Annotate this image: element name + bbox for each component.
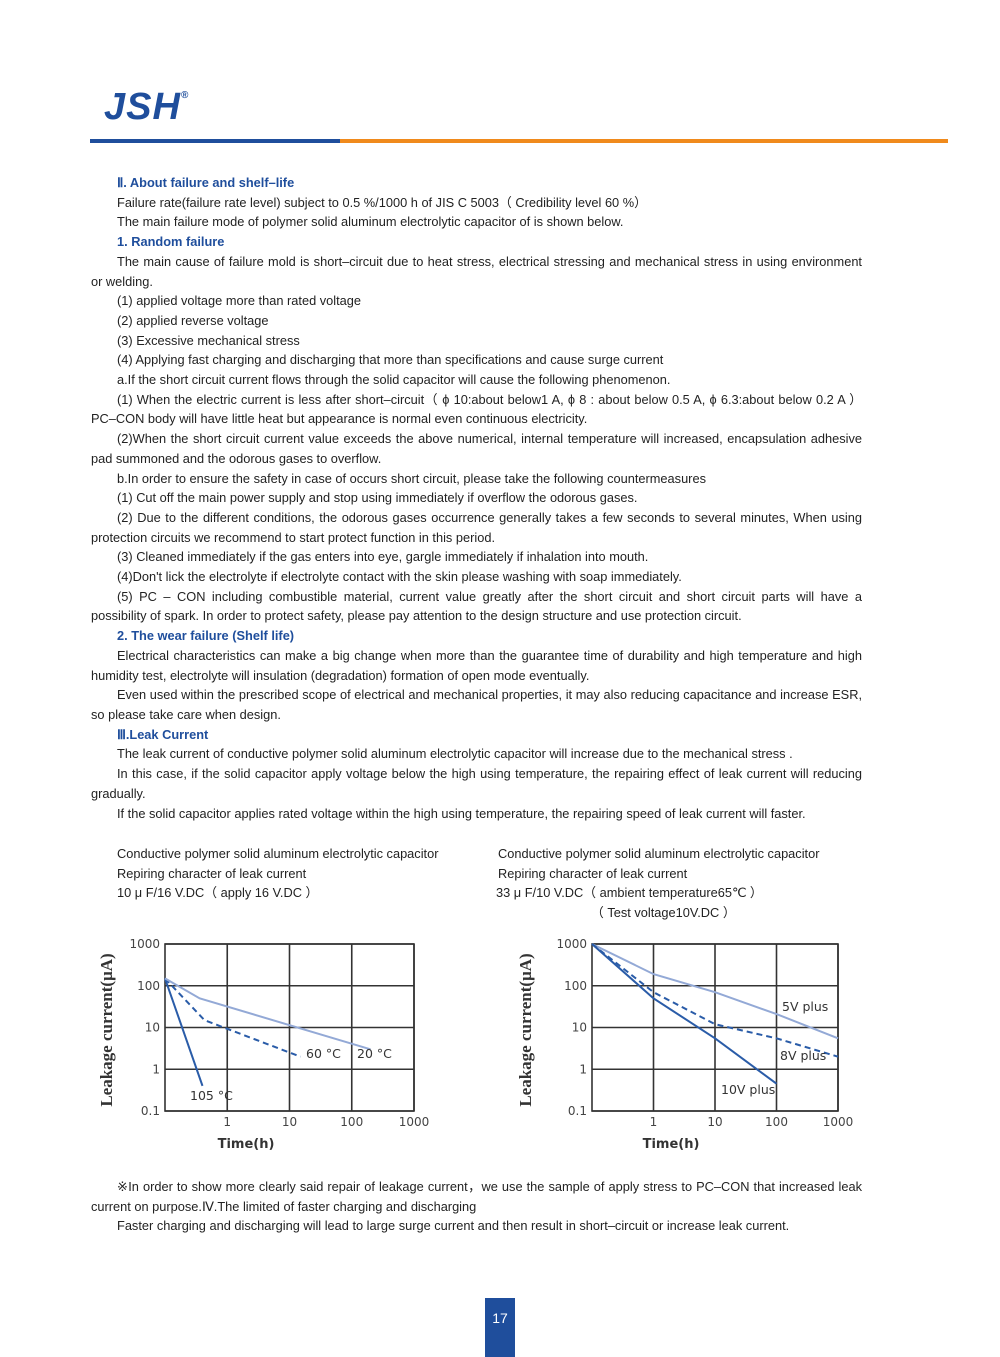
y-tick-label: 1000 xyxy=(556,937,587,951)
chart-caption: Conductive polymer solid aluminum electr… xyxy=(117,846,439,861)
paragraph: (1) Cut off the main power supply and st… xyxy=(117,490,638,506)
paragraph: (3) Cleaned immediately if the gas enter… xyxy=(117,549,649,565)
paragraph: b.In order to ensure the safety in case … xyxy=(117,470,706,486)
y-tick-label: 1 xyxy=(152,1062,160,1076)
paragraph: (1) applied voltage more than rated volt… xyxy=(117,293,362,309)
section-heading: 1. Random failure xyxy=(117,234,225,250)
x-tick-label: 1000 xyxy=(823,1115,854,1129)
y-tick-label: 10 xyxy=(572,1021,587,1035)
series-line xyxy=(591,943,839,1040)
y-axis-label: Leakage current(μA) xyxy=(516,953,535,1106)
series-label: 8V plus xyxy=(780,1048,826,1063)
x-tick-label: 10 xyxy=(707,1115,722,1129)
y-tick-label: 100 xyxy=(137,979,160,993)
paragraph: (2) Due to the different conditions, the… xyxy=(91,509,862,545)
chart-caption: （ Test voltage10V.DC ） xyxy=(591,905,736,920)
chart-caption: Repiring character of leak current xyxy=(498,866,688,881)
chart-caption: Conductive polymer solid aluminum electr… xyxy=(498,846,820,861)
registered-mark: ® xyxy=(180,90,190,101)
series-label: 20 °C xyxy=(357,1046,392,1061)
x-tick-label: 1000 xyxy=(399,1115,430,1129)
paragraph: The leak current of conductive polymer s… xyxy=(117,746,793,762)
series-label: 10V plus xyxy=(721,1082,775,1097)
series-line xyxy=(164,978,204,1087)
x-tick-label: 1 xyxy=(650,1115,658,1129)
paragraph: (2) applied reverse voltage xyxy=(117,312,269,328)
paragraph: (4)Don't lick the electrolyte if electro… xyxy=(117,569,682,585)
paragraph: (5) PC – CON including combustible mater… xyxy=(91,588,862,624)
x-axis-label: Time(h) xyxy=(218,1137,275,1152)
body-text: Ⅱ. About failure and shelf–life Failure r… xyxy=(91,173,862,823)
y-tick-label: 100 xyxy=(564,979,587,993)
series-label: 60 °C xyxy=(306,1046,341,1061)
paragraph: Failure rate(failure rate level) subject… xyxy=(117,194,647,210)
chart-caption: 10 μ F/16 V.DC（ apply 16 V.DC ） xyxy=(117,885,319,900)
logo-text: JSH xyxy=(104,86,181,128)
section-heading: Ⅲ.Leak Current xyxy=(117,726,209,742)
x-tick-label: 100 xyxy=(340,1115,363,1129)
section-heading: 2. The wear failure (Shelf life) xyxy=(117,628,295,644)
paragraph: In this case, if the solid capacitor app… xyxy=(91,766,862,801)
paragraph: a.If the short circuit current flows thr… xyxy=(117,372,671,388)
paragraph: The main cause of failure mold is short–… xyxy=(91,253,862,289)
paragraph: (1) When the electric current is less af… xyxy=(91,391,862,427)
y-axis-label: Leakage current(μA) xyxy=(97,953,116,1106)
footnote-paragraph: Faster charging and discharging will lea… xyxy=(117,1218,790,1234)
page-number: 17 xyxy=(485,1298,515,1357)
header-rule-blue xyxy=(90,139,340,143)
x-tick-label: 10 xyxy=(282,1115,297,1129)
x-tick-label: 100 xyxy=(765,1115,788,1129)
footnote-paragraph: ※In order to show more clearly said repa… xyxy=(91,1179,862,1214)
logo: JSH® xyxy=(104,86,189,129)
series-line xyxy=(591,943,839,1058)
paragraph: Electrical characteristics can make a bi… xyxy=(91,647,862,683)
series-line xyxy=(164,977,301,1058)
paragraph: The main failure mode of polymer solid a… xyxy=(117,214,624,230)
y-tick-label: 10 xyxy=(145,1021,160,1035)
y-tick-label: 1 xyxy=(579,1062,587,1076)
y-tick-label: 0.1 xyxy=(568,1104,587,1118)
paragraph: (2)When the short circuit current value … xyxy=(91,431,862,466)
series-label: 5V plus xyxy=(782,999,828,1014)
series-line xyxy=(591,943,778,1085)
y-tick-label: 0.1 xyxy=(141,1104,160,1118)
paragraph: If the solid capacitor applies rated vol… xyxy=(117,805,806,821)
y-tick-label: 1000 xyxy=(129,937,160,951)
series-line xyxy=(164,977,371,1051)
header-rule-orange xyxy=(340,139,948,143)
paragraph: Even used within the prescribed scope of… xyxy=(91,687,862,722)
chart-caption: 33 μ F/10 V.DC（ ambient temperature65℃ ） xyxy=(496,885,763,900)
series-label: 105 °C xyxy=(190,1088,233,1103)
section-heading: Ⅱ. About failure and shelf–life xyxy=(117,175,295,190)
paragraph: (3) Excessive mechanical stress xyxy=(117,332,300,348)
chart-caption: Repiring character of leak current xyxy=(117,866,307,881)
footnote: ※In order to show more clearly said repa… xyxy=(91,1177,862,1236)
paragraph: (4) Applying fast charging and dischargi… xyxy=(117,352,664,368)
x-axis-label: Time(h) xyxy=(643,1137,700,1152)
x-tick-label: 1 xyxy=(223,1115,231,1129)
